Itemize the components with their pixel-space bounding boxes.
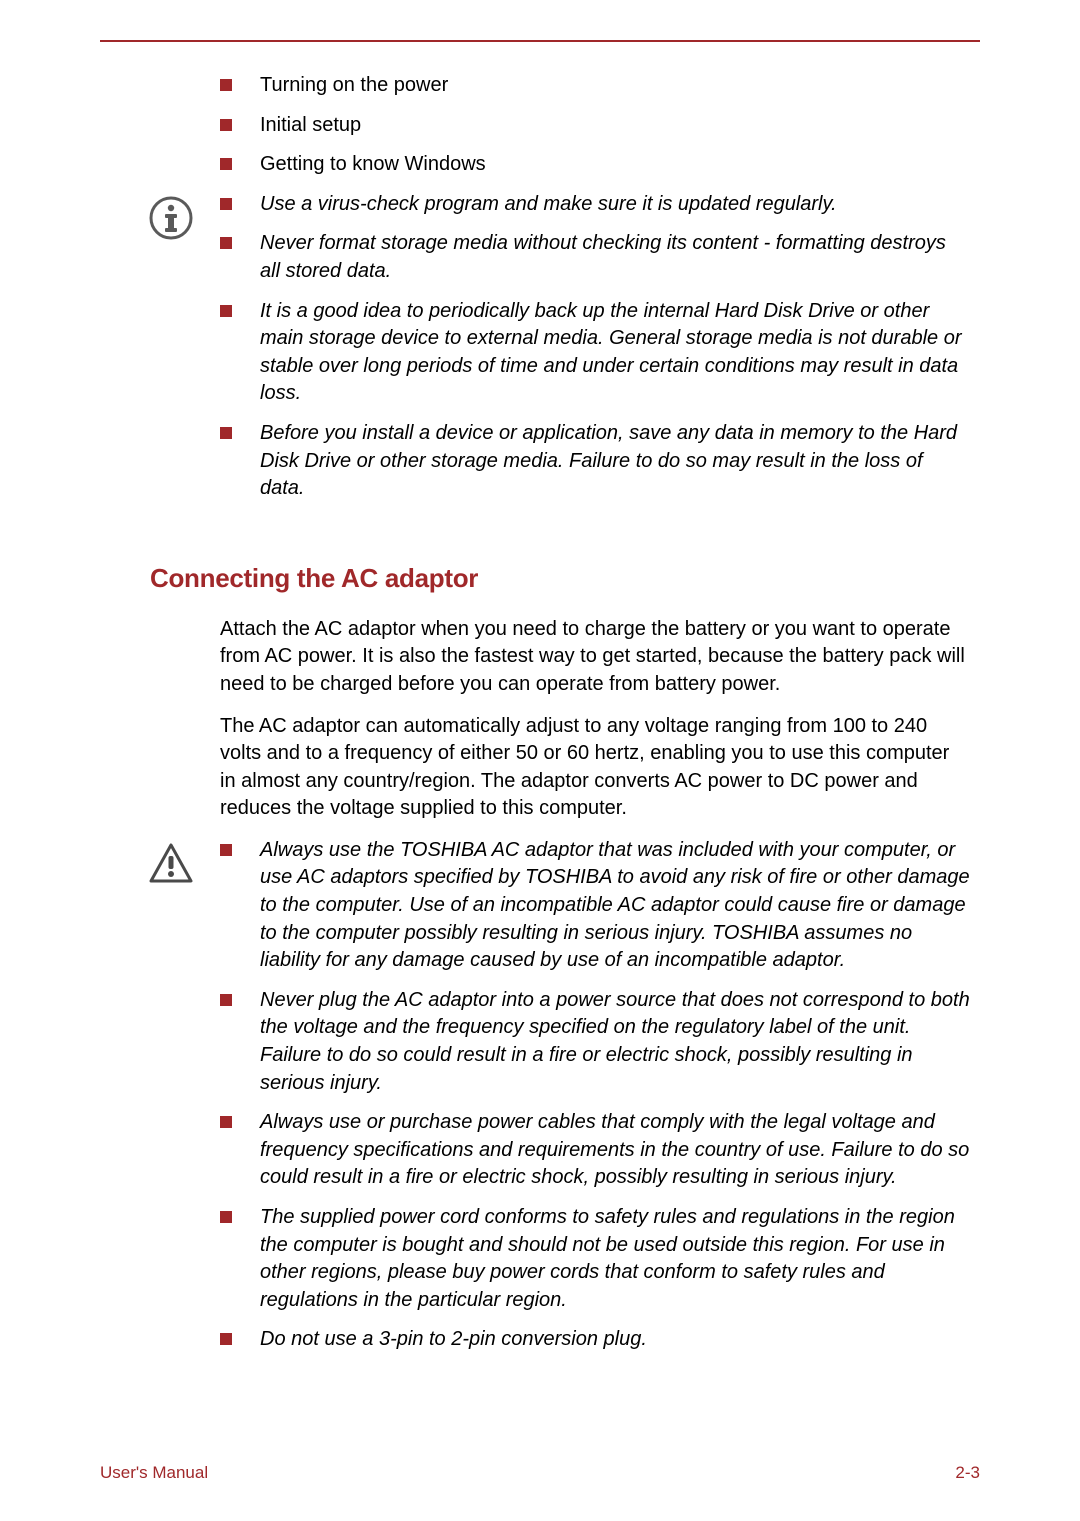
info-bullet-list: Use a virus-check program and make sure … (220, 191, 970, 503)
bullet-item: Never format storage media without check… (220, 230, 970, 285)
bullet-item: Always use or purchase power cables that… (220, 1109, 970, 1192)
body-paragraph: Attach the AC adaptor when you need to c… (220, 616, 970, 699)
section-heading: Connecting the AC adaptor (150, 563, 970, 594)
info-note-block: Use a virus-check program and make sure … (220, 191, 970, 503)
page-content: Turning on the power Initial setup Getti… (100, 72, 980, 1354)
bullet-item: Initial setup (220, 112, 970, 140)
footer-left: User's Manual (100, 1463, 208, 1483)
bullet-item: Use a virus-check program and make sure … (220, 191, 970, 219)
bullet-item: Always use the TOSHIBA AC adaptor that w… (220, 837, 970, 975)
footer-right: 2-3 (955, 1463, 980, 1483)
top-rule (100, 40, 980, 42)
bullet-item: Never plug the AC adaptor into a power s… (220, 987, 970, 1097)
bullet-item: The supplied power cord conforms to safe… (220, 1204, 970, 1314)
page-footer: User's Manual 2-3 (100, 1463, 980, 1483)
bullet-item: Before you install a device or applicati… (220, 420, 970, 503)
top-bullet-list: Turning on the power Initial setup Getti… (220, 72, 970, 179)
bullet-item: It is a good idea to periodically back u… (220, 298, 970, 408)
warning-note-block: Always use the TOSHIBA AC adaptor that w… (220, 837, 970, 1354)
bullet-item: Turning on the power (220, 72, 970, 100)
body-paragraph: The AC adaptor can automatically adjust … (220, 713, 970, 823)
warning-icon (148, 841, 194, 887)
bullet-item: Do not use a 3-pin to 2-pin conversion p… (220, 1326, 970, 1354)
info-icon (148, 195, 194, 241)
warning-bullet-list: Always use the TOSHIBA AC adaptor that w… (220, 837, 970, 1354)
bullet-item: Getting to know Windows (220, 151, 970, 179)
manual-page: Turning on the power Initial setup Getti… (0, 0, 1080, 1521)
